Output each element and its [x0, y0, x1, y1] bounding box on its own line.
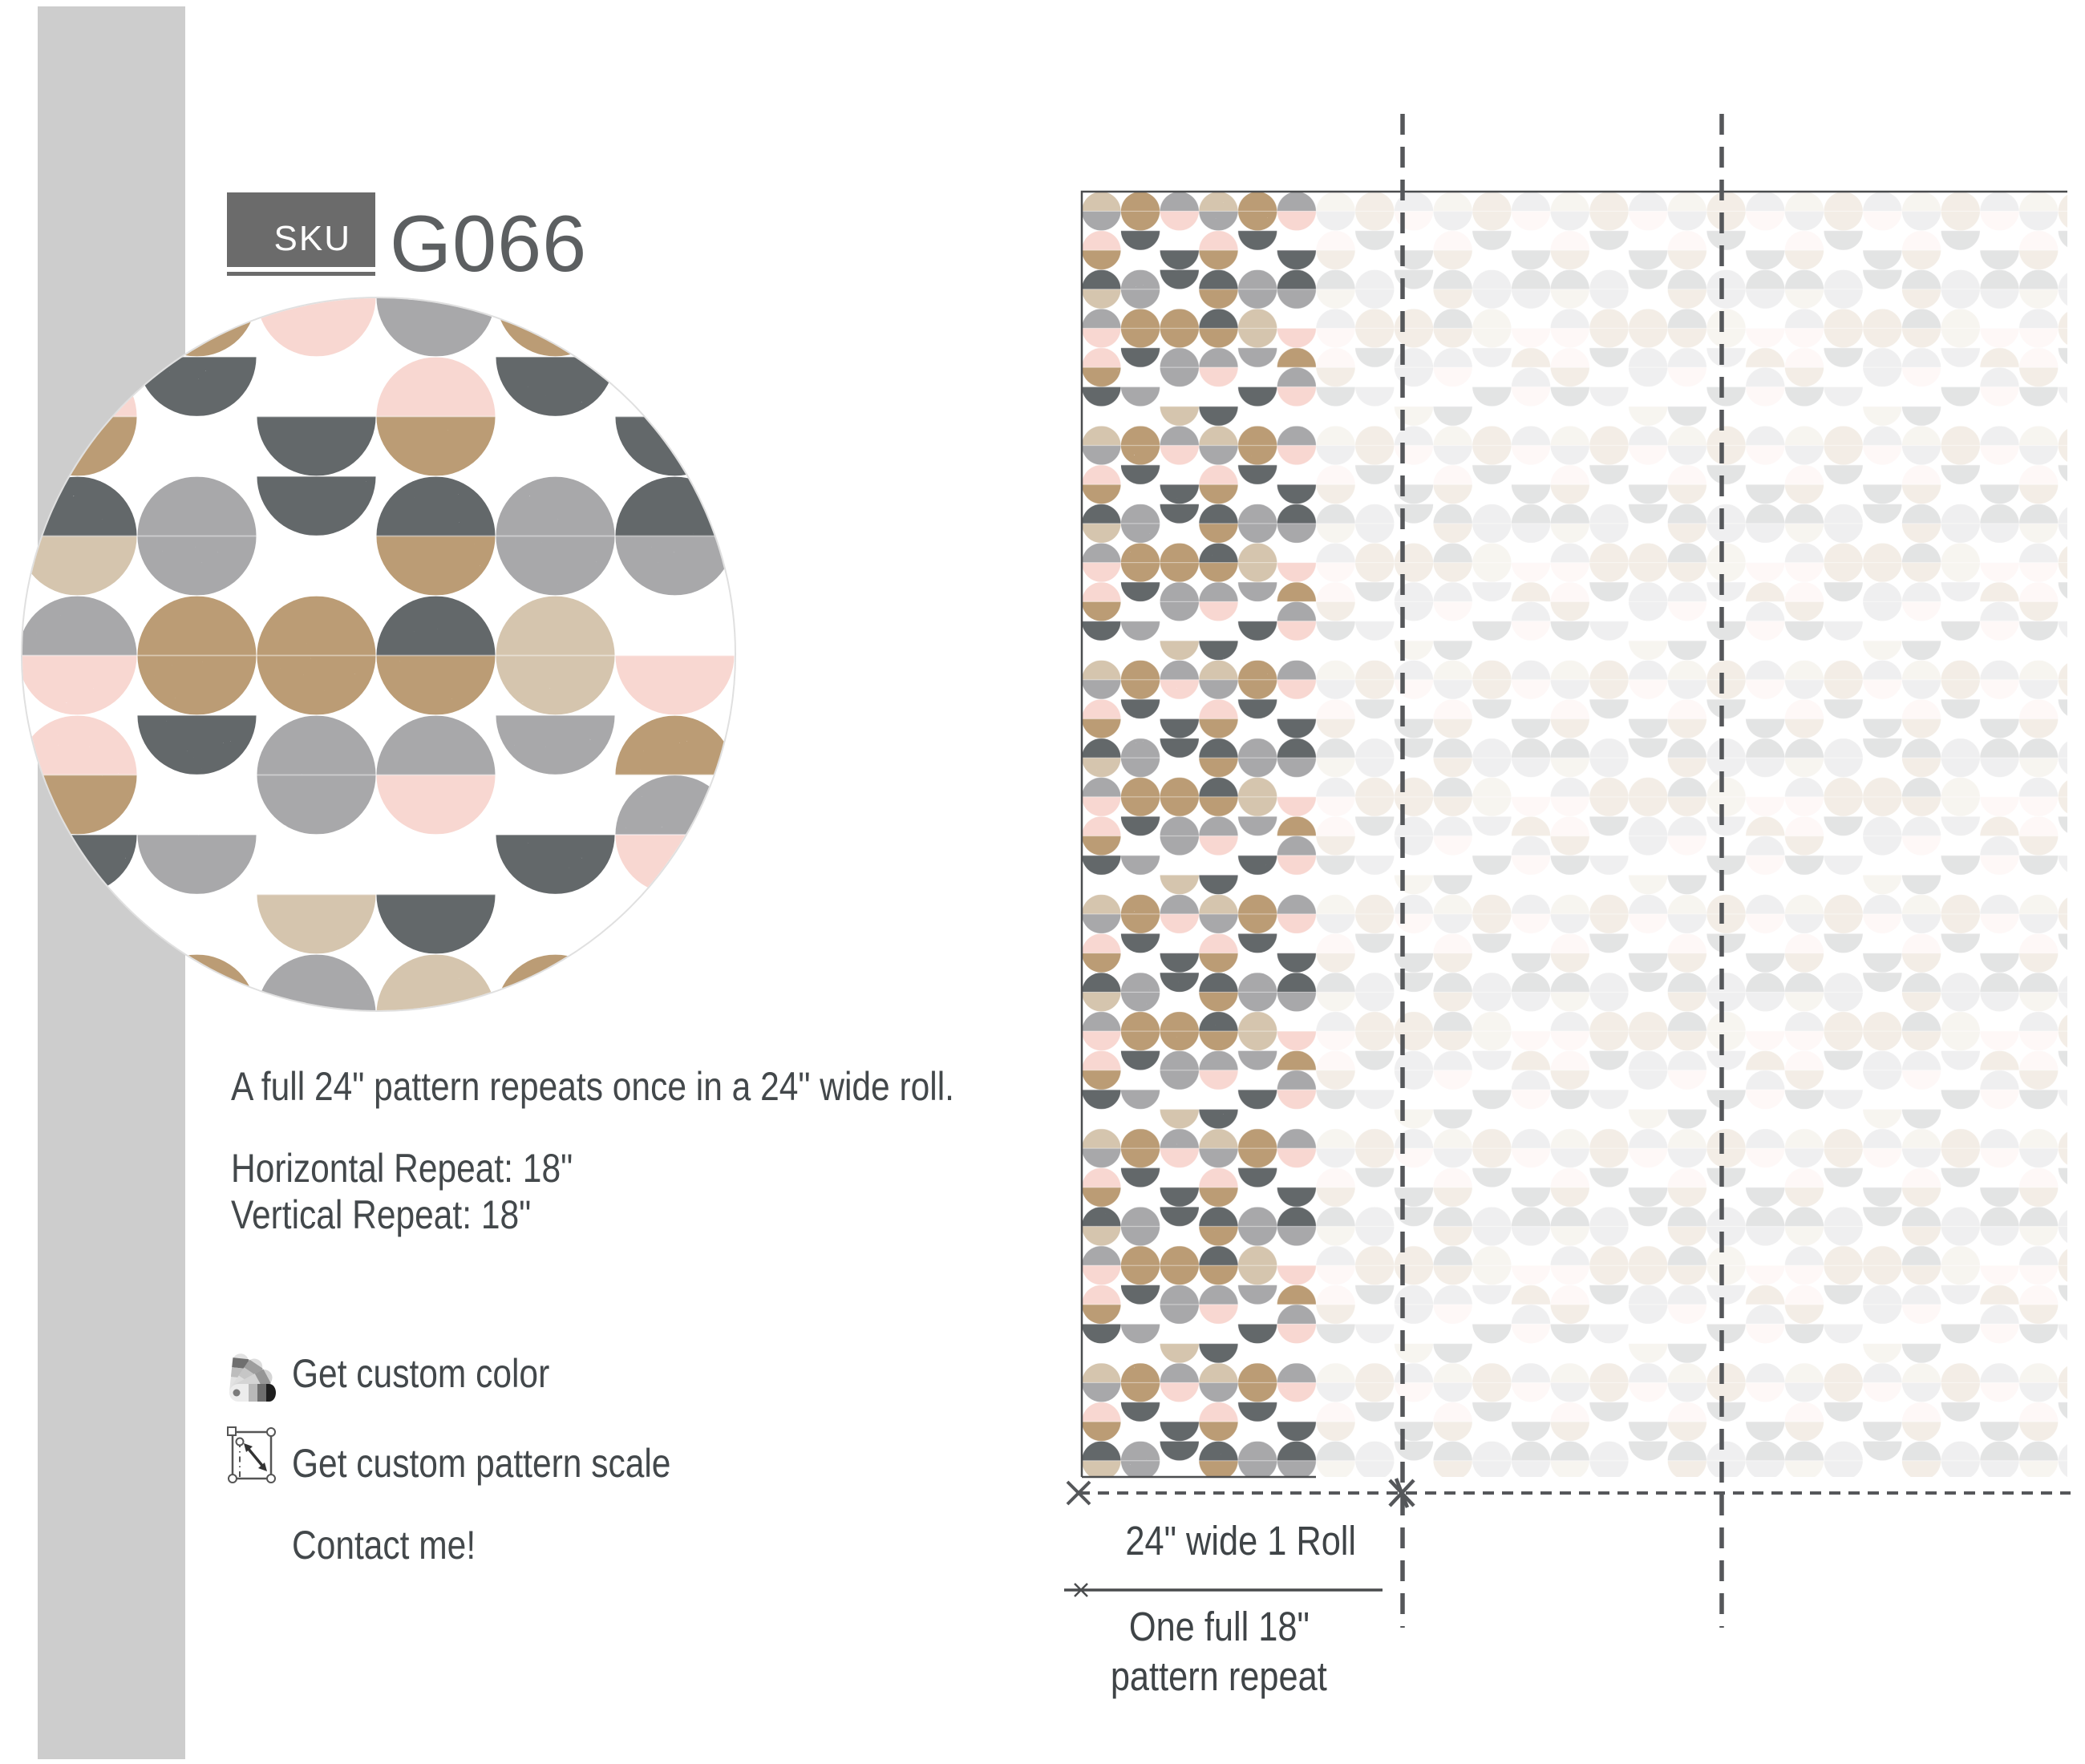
sku-badge-underline [227, 272, 375, 276]
pattern-scale-icon[interactable] [226, 1426, 277, 1488]
roll-pattern-vivid [1082, 192, 1317, 1477]
swatch-pattern-fill [22, 298, 735, 1010]
repeat-dimensions: Horizontal Repeat: 18" Vertical Repeat: … [231, 1145, 633, 1238]
sku-badge-label: SKU [273, 219, 351, 258]
get-custom-color-link[interactable]: Get custom color [292, 1351, 550, 1396]
sidebar-accent-bar [38, 6, 185, 1759]
horizontal-repeat-text: Horizontal Repeat: 18" [231, 1146, 573, 1191]
pattern-repeat-label-line1: One full 18" [1128, 1604, 1310, 1649]
pattern-repeat-label-line2: pattern repeat [1111, 1653, 1327, 1699]
color-fan-icon[interactable] [225, 1336, 277, 1405]
contact-me-link[interactable]: Contact me! [292, 1523, 476, 1568]
sku-badge: SKU [227, 192, 375, 267]
vertical-repeat-text: Vertical Repeat: 18" [231, 1192, 532, 1237]
pattern-repeat-label: One full 18" pattern repeat [1059, 1602, 1379, 1701]
pattern-repeat-description: A full 24" pattern repeats once in a 24"… [231, 1064, 954, 1109]
repeat-x-mark [1074, 1583, 1088, 1597]
roll-top-left-border [1080, 190, 2067, 1477]
measure-x-mark-right [1388, 1478, 1415, 1508]
page-title-sku-value: G066 [390, 199, 588, 288]
measure-x-mark-left [1066, 1480, 1091, 1506]
roll-width-label: 24" wide 1 Roll [1125, 1518, 1356, 1564]
get-custom-pattern-scale-link[interactable]: Get custom pattern scale [292, 1441, 671, 1486]
roll-pattern-faded [1316, 192, 2067, 1477]
